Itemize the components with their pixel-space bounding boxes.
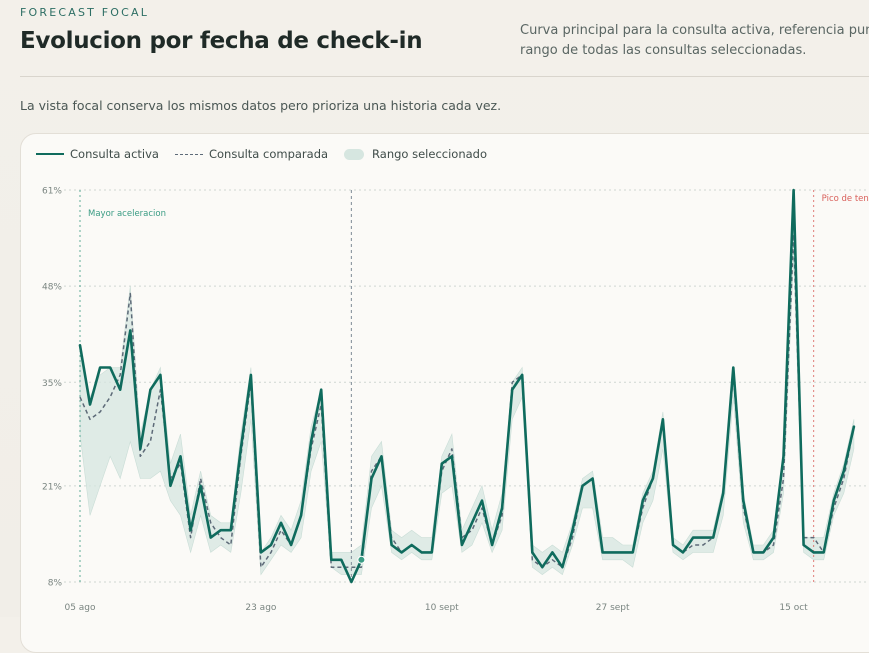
eyebrow-label: FORECAST FOCAL: [20, 6, 150, 19]
selected-point-marker: [357, 555, 366, 564]
page-subtitle: La vista focal conserva los mismos datos…: [20, 98, 502, 113]
legend-label-range: Rango seleccionado: [372, 147, 487, 161]
y-tick-label: 21%: [42, 482, 62, 492]
range-swatch-icon: [344, 148, 365, 160]
x-tick-label: 10 sept: [425, 603, 459, 613]
y-tick-label: 48%: [42, 283, 62, 293]
x-tick-label: 27 sept: [596, 603, 630, 613]
description-line-2: rango de todas las consultas seleccionad…: [520, 43, 807, 58]
header-description: Curva principal para la consulta activa,…: [520, 21, 869, 61]
legend-label-active: Consulta activa: [70, 147, 159, 161]
x-tick-label: 15 oct: [779, 603, 808, 613]
solid-line-swatch-icon: [36, 153, 64, 155]
description-line-1: Curva principal para la consulta activa,…: [520, 23, 869, 38]
line-chart: 61% 48% 35% 21% 8% 05 ago 23 ago 10 sept 27 sept…: [42, 187, 869, 613]
y-tick-label: 61%: [42, 187, 62, 197]
y-tick-label: 35%: [42, 379, 62, 389]
legend-label-compared: Consulta comparada: [208, 147, 329, 161]
annotation-label: Mayor aceleracion: [88, 209, 166, 219]
legend-item-active[interactable]: Consulta activa: [36, 147, 159, 161]
page-title: Evolucion por fecha de check-in: [20, 28, 423, 54]
legend-item-compared[interactable]: Consulta comparada: [174, 147, 329, 161]
dashed-line-swatch-icon: [174, 153, 203, 155]
range-band: [79, 197, 855, 576]
series-line-active: [78, 188, 856, 584]
x-tick-label: 23 ago: [245, 603, 277, 613]
legend-item-range[interactable]: Rango seleccionado: [344, 147, 487, 161]
x-tick-label: 05 ago: [64, 603, 96, 613]
header-divider: [20, 76, 869, 77]
chart-legend: Consulta activa Consulta comparada Rango…: [36, 146, 503, 162]
y-tick-label: 8%: [48, 579, 63, 589]
annotation-label: Pico de tens: [822, 194, 869, 204]
